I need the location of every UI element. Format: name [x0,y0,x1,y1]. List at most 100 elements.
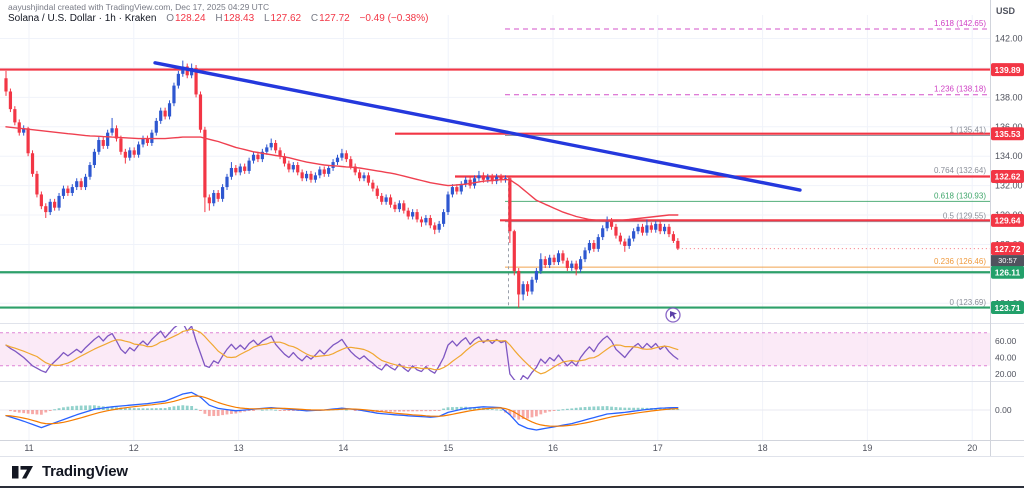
macd-histogram-bar [283,410,286,411]
price-badge-label: 132.62 [995,172,1021,182]
fib-level-label: 0.5 (129.55) [943,212,986,221]
candle-body [428,217,432,226]
macd-histogram-bar [203,410,207,414]
macd-histogram-bar [278,410,282,411]
candle-body [609,220,614,227]
candle-body [335,157,340,163]
macd-line [5,391,679,431]
candle-body [216,192,220,199]
macd-histogram-bar [287,410,291,411]
macd-histogram-bar [548,410,552,412]
tradingview-wordmark[interactable]: TradingView [42,463,128,480]
price-badge-label: 135.53 [995,129,1021,139]
macd-histogram-bar [62,407,65,410]
level-badge[interactable] [991,265,1024,279]
macd-histogram-bar [44,410,48,413]
macd-histogram-bar [137,408,140,410]
ohlc-high-value: 128.43 [223,13,255,24]
fib-level-label: 0.618 (130.93) [934,191,986,200]
candle-body [658,223,662,232]
macd-histogram-bar [486,408,490,410]
macd-histogram-bar [420,410,423,412]
macd-histogram-bar [574,407,578,410]
macd-histogram-bar [446,407,450,410]
candles-layer [4,60,680,308]
candle-body [282,156,287,164]
candle-body [592,242,596,249]
rsi-tick-label: 40.00 [995,353,1017,363]
candle-body [525,284,530,292]
macd-histogram-bar [561,409,565,411]
candle-body [419,219,424,223]
candle-body [119,138,123,152]
candle-body [548,257,552,266]
candle-body [75,181,79,188]
candle-body [565,260,569,268]
candle-body [574,263,578,270]
macd-histogram-bar [428,410,432,412]
macd-histogram-bar [344,409,348,411]
macd-histogram-bar [676,409,680,411]
macd-histogram-bar [592,406,596,410]
candle-body [397,203,401,210]
macd-histogram-bar [402,410,406,412]
candle-body [623,241,627,246]
moving-average-line [5,126,679,222]
macd-histogram-bar [31,410,34,415]
macd-histogram-bar [168,407,171,410]
macd-histogram-bar [97,405,101,410]
level-badge[interactable] [991,213,1024,227]
trendline[interactable] [153,61,802,192]
time-axis-label: 17 [653,443,663,453]
candle-body [300,172,304,179]
macd-histogram-bar [557,409,560,411]
candle-body [70,187,74,193]
candle-body [645,225,649,233]
candle-body [570,263,574,268]
candle-body [159,110,163,121]
candle-body [331,162,335,168]
level-badge[interactable] [991,301,1024,315]
ohlc-open-value: 128.24 [174,13,206,24]
time-axis-label: 11 [24,443,33,453]
symbol-title[interactable]: Solana / U.S. Dollar · 1h · Kraken [8,13,157,24]
candle-body [83,176,88,188]
macd-histogram-bar [22,410,26,414]
level-badge[interactable] [991,63,1024,77]
level-badge[interactable] [991,127,1024,141]
candle-body [198,94,203,130]
candle-body [605,220,609,229]
level-badge[interactable] [991,170,1024,184]
price-tick-label: 132.00 [995,181,1023,191]
candle-body [676,240,680,249]
current-price-badge[interactable] [991,242,1024,256]
candle-body [358,172,362,179]
rsi-tick-label: 20.00 [995,369,1017,379]
macd-histogram-bar [238,410,242,413]
macd-histogram-bar [672,408,675,410]
candle-body [587,242,592,251]
macd-histogram-bar [521,410,525,420]
candle-body [530,279,534,292]
candle-body [260,151,264,160]
macd-histogram-bar [79,405,83,410]
time-axis-label: 16 [548,443,558,453]
price-badge-label: 139.89 [995,65,1021,75]
chart-canvas: 1.618 (142.65) 1.236 (138.18) 1 (135.41) 0.… [0,0,1024,456]
price-badge-label: 129.64 [995,216,1021,226]
macd-histogram-bar [141,408,145,410]
ohlc-close-value: 127.72 [319,13,350,24]
fib-level-label: 1.236 (138.18) [934,85,986,94]
candle-body [92,151,96,166]
macd-histogram [9,405,680,420]
candle-body [229,167,234,177]
macd-histogram-bar [176,405,180,410]
macd-histogram-bar [234,410,238,414]
change-value: −0.49 (−0.38%) [359,13,429,24]
candle-body [309,173,313,180]
macd-histogram-bar [610,406,613,410]
macd-histogram-bar [274,409,278,411]
candle-body [344,153,348,160]
candle-body [477,175,481,179]
macd-tick-label: 0.00 [995,405,1012,415]
